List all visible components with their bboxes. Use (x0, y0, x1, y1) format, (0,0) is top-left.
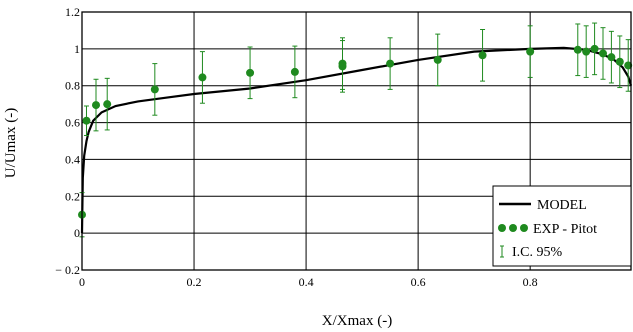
data-point (478, 51, 487, 60)
legend-label-model: MODEL (537, 198, 587, 213)
x-axis-label: X/Xmax (-) (322, 313, 392, 329)
data-point (338, 62, 347, 71)
x-tick-label: 0.4 (299, 275, 314, 289)
legend-exp-marker (509, 224, 517, 232)
y-axis-ticks: − 0.2 0 0.2 0.4 0.6 0.8 1 1.2 (55, 5, 80, 277)
data-point (246, 68, 255, 77)
y-tick-label: 0.8 (65, 79, 80, 93)
data-point (82, 116, 91, 125)
data-point (290, 67, 299, 76)
data-point (150, 85, 159, 94)
data-point (92, 101, 101, 110)
data-point (607, 53, 616, 62)
legend-ci-swatch (500, 245, 504, 258)
legend: MODEL EXP - Pitot I.C. 95% (492, 185, 632, 267)
data-point (582, 47, 591, 56)
y-tick-label: 0 (74, 226, 80, 240)
y-tick-label: 0.2 (65, 189, 80, 203)
legend-exp-marker (498, 224, 506, 232)
y-axis-label: U/Umax (-) (3, 108, 19, 178)
legend-exp-marker (520, 224, 528, 232)
y-tick-label: 0.4 (65, 152, 80, 166)
y-tick-label: 1 (74, 42, 80, 56)
data-point (386, 59, 395, 68)
plot-frame (81, 11, 632, 271)
data-point (624, 61, 633, 70)
legend-label-exp: EXP - Pitot (533, 222, 597, 237)
x-tick-label: 0.8 (523, 275, 538, 289)
x-tick-label: 0.6 (411, 275, 426, 289)
data-point (433, 55, 442, 64)
data-point (526, 47, 535, 56)
y-tick-label: 0.6 (65, 116, 80, 130)
data-point (198, 73, 207, 82)
y-tick-label: 1.2 (65, 5, 80, 19)
legend-label-ci: I.C. 95% (512, 245, 563, 260)
data-point (103, 100, 112, 109)
x-axis-ticks: 0 0.2 0.4 0.6 0.8 (79, 275, 538, 289)
data-point (598, 49, 607, 58)
x-tick-label: 0.2 (187, 275, 202, 289)
x-tick-label: 0 (79, 275, 85, 289)
data-point (615, 57, 624, 66)
data-point (573, 45, 582, 54)
y-tick-label: − 0.2 (55, 263, 80, 277)
data-point (590, 44, 599, 53)
